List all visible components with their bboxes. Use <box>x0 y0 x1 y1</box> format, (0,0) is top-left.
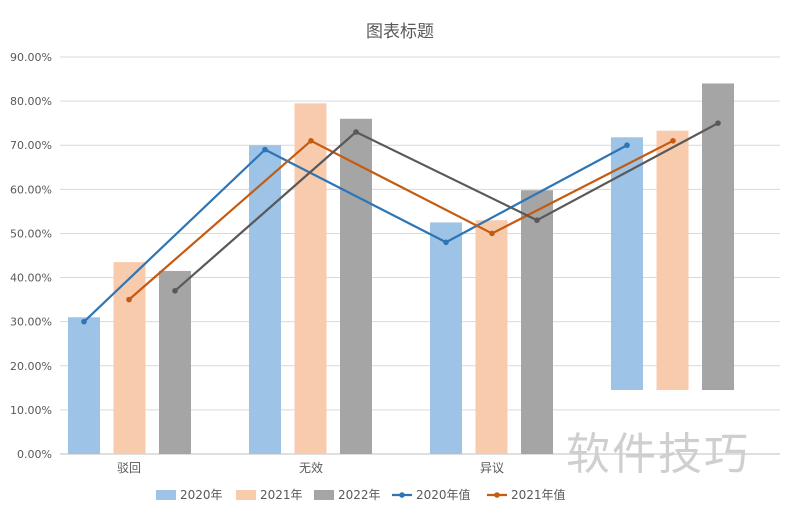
bar-1-1 <box>68 317 100 454</box>
y-tick-label: 10.00% <box>10 404 52 417</box>
y-tick-label: 80.00% <box>10 95 52 108</box>
legend-marker <box>494 492 500 498</box>
legend-label: 2020年值 <box>416 487 471 502</box>
legend-label: 2020年 <box>180 488 223 502</box>
x-tick-label: 无效 <box>299 460 323 475</box>
y-tick-label: 60.00% <box>10 183 52 196</box>
x-tick-label: 驳回 <box>117 461 141 475</box>
series-line-1 <box>83 144 628 323</box>
line-point-1-2 <box>262 146 268 153</box>
chart-title: 图表标题 <box>366 22 434 42</box>
y-tick-label: 90.00% <box>10 51 52 64</box>
watermark: 软件技巧 <box>566 429 750 480</box>
line-point-2-3 <box>489 230 495 237</box>
legend-swatch <box>236 490 256 500</box>
series-line-3 <box>174 122 719 292</box>
y-tick-label: 70.00% <box>10 139 52 152</box>
line-point-3-2 <box>353 129 359 135</box>
bar-1-2 <box>249 145 281 454</box>
bar-2-3 <box>475 220 508 454</box>
line-point-2-2 <box>308 138 314 144</box>
line-point-3-1 <box>172 287 178 294</box>
bar-3-1 <box>159 270 191 454</box>
bar-3-3 <box>521 190 553 454</box>
line-point-1-1 <box>81 318 87 325</box>
legend-label: 2021年 <box>260 488 303 502</box>
y-tick-label: 40.00% <box>10 272 52 285</box>
legend-label: 2022年 <box>338 488 381 502</box>
bar-1-3 <box>430 222 462 454</box>
bar-3-4 <box>702 83 734 391</box>
legend-swatch <box>314 490 334 500</box>
y-tick-label: 20.00% <box>10 360 52 373</box>
y-tick-label: 0.00% <box>17 448 52 461</box>
line-point-1-3 <box>443 239 449 246</box>
legend-label: 2021年值 <box>511 487 566 502</box>
bar-1-4 <box>611 137 643 391</box>
bar-2-1 <box>113 262 146 454</box>
legend-swatch <box>156 490 176 500</box>
y-tick-label: 30.00% <box>10 316 52 329</box>
bar-2-2 <box>294 103 327 455</box>
x-tick-label: 异议 <box>480 461 504 475</box>
bar-2-4 <box>656 130 689 391</box>
line-point-3-4 <box>715 120 721 126</box>
series-line-2 <box>128 139 674 301</box>
line-point-2-1 <box>126 296 132 303</box>
y-tick-label: 50.00% <box>10 227 52 240</box>
line-point-2-4 <box>670 138 676 144</box>
bar-3-2 <box>340 118 372 454</box>
line-point-3-3 <box>534 217 540 224</box>
line-point-1-4 <box>624 142 630 149</box>
legend-marker <box>399 492 405 498</box>
